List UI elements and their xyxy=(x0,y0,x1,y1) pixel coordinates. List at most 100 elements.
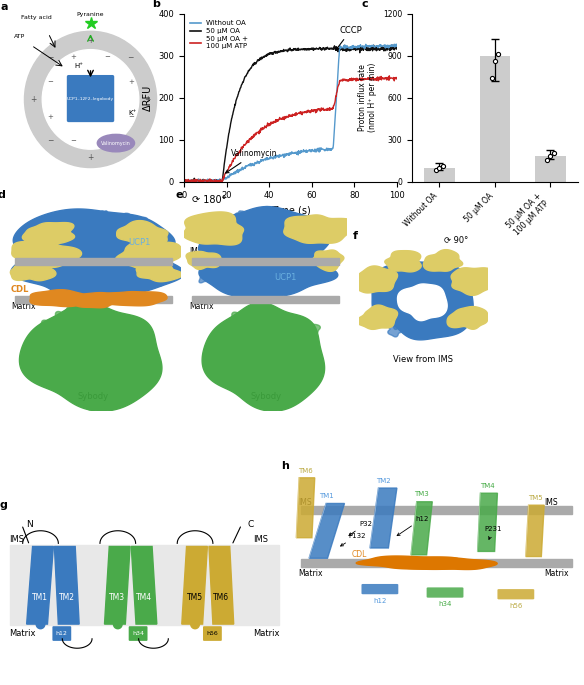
Text: ⟳ 180°: ⟳ 180° xyxy=(192,195,227,205)
Polygon shape xyxy=(48,258,55,262)
Polygon shape xyxy=(280,255,284,258)
Polygon shape xyxy=(222,369,234,380)
50 μM OA +
100 μM ATP xyxy=(235,149,242,157)
Without OA xyxy=(277,151,284,160)
Without OA xyxy=(323,144,330,152)
Text: ⟳ 90°: ⟳ 90° xyxy=(444,236,468,245)
FancyBboxPatch shape xyxy=(361,584,398,594)
Text: f: f xyxy=(353,231,358,241)
Text: TM1: TM1 xyxy=(319,493,334,499)
Polygon shape xyxy=(54,547,79,624)
Text: IMS: IMS xyxy=(9,534,24,544)
Polygon shape xyxy=(304,351,313,360)
Polygon shape xyxy=(478,493,498,551)
Polygon shape xyxy=(22,223,75,245)
Text: C: C xyxy=(248,520,254,529)
Text: IMS: IMS xyxy=(253,534,269,544)
Polygon shape xyxy=(212,242,221,249)
Text: Matrix: Matrix xyxy=(9,630,35,638)
Without OA xyxy=(394,40,401,48)
Text: Fatty acid: Fatty acid xyxy=(21,15,52,20)
Polygon shape xyxy=(199,248,338,298)
50 μM OA xyxy=(235,88,242,96)
Polygon shape xyxy=(131,547,157,624)
Text: e: e xyxy=(176,190,183,200)
Polygon shape xyxy=(317,279,322,283)
Polygon shape xyxy=(12,240,82,268)
Polygon shape xyxy=(39,249,47,254)
Legend: Without OA, 50 μM OA, 50 μM OA +
100 μM ATP: Without OA, 50 μM OA, 50 μM OA + 100 μM … xyxy=(187,17,251,52)
Polygon shape xyxy=(47,379,54,386)
Polygon shape xyxy=(239,287,243,289)
Text: UCP1–12F2–legobody: UCP1–12F2–legobody xyxy=(67,97,114,101)
Bar xyxy=(301,559,572,567)
Text: Matrix: Matrix xyxy=(253,630,280,638)
Polygon shape xyxy=(105,547,130,624)
Polygon shape xyxy=(230,377,242,389)
Polygon shape xyxy=(132,255,147,263)
Polygon shape xyxy=(60,214,71,223)
Polygon shape xyxy=(119,213,132,222)
Polygon shape xyxy=(298,254,301,256)
Polygon shape xyxy=(29,262,37,266)
Polygon shape xyxy=(19,303,162,411)
Polygon shape xyxy=(11,264,56,281)
Text: −: − xyxy=(105,55,110,60)
Polygon shape xyxy=(11,249,185,297)
Text: a: a xyxy=(1,2,8,12)
Text: Matrix: Matrix xyxy=(11,302,36,311)
X-axis label: Time (s): Time (s) xyxy=(270,206,311,216)
Text: CCCP: CCCP xyxy=(336,25,362,51)
Polygon shape xyxy=(376,289,382,295)
Polygon shape xyxy=(105,250,112,254)
Polygon shape xyxy=(157,273,168,280)
Text: +: + xyxy=(47,114,53,120)
Text: TM3: TM3 xyxy=(414,491,429,497)
Bar xyxy=(479,55,510,182)
Polygon shape xyxy=(265,392,284,408)
Polygon shape xyxy=(32,228,37,232)
Polygon shape xyxy=(223,372,234,383)
Polygon shape xyxy=(223,372,234,383)
Polygon shape xyxy=(232,312,249,327)
Polygon shape xyxy=(121,290,127,295)
Polygon shape xyxy=(302,323,320,334)
Polygon shape xyxy=(136,262,183,282)
Text: K⁺: K⁺ xyxy=(128,110,137,116)
Text: +: + xyxy=(88,153,93,162)
Text: IMS: IMS xyxy=(298,498,311,507)
Polygon shape xyxy=(288,255,294,260)
Polygon shape xyxy=(454,290,466,300)
Polygon shape xyxy=(127,362,154,377)
Polygon shape xyxy=(450,310,464,320)
Polygon shape xyxy=(140,258,145,262)
Polygon shape xyxy=(62,251,72,258)
Polygon shape xyxy=(69,292,127,308)
Polygon shape xyxy=(401,558,497,569)
Without OA xyxy=(181,177,188,186)
Polygon shape xyxy=(79,288,90,295)
50 μM OA xyxy=(277,48,284,56)
Text: TM6: TM6 xyxy=(298,467,313,473)
Polygon shape xyxy=(398,284,447,321)
Bar xyxy=(424,168,455,182)
Polygon shape xyxy=(137,288,143,293)
Polygon shape xyxy=(447,307,488,329)
Bar xyxy=(301,506,572,514)
Text: TM5: TM5 xyxy=(186,593,203,602)
Polygon shape xyxy=(356,305,398,329)
Text: ATP: ATP xyxy=(14,34,25,39)
Polygon shape xyxy=(51,378,67,388)
Polygon shape xyxy=(13,209,175,276)
Polygon shape xyxy=(223,372,234,383)
Polygon shape xyxy=(214,227,225,236)
Polygon shape xyxy=(247,258,253,262)
Polygon shape xyxy=(137,243,151,253)
Polygon shape xyxy=(311,237,321,246)
Polygon shape xyxy=(423,249,463,271)
Polygon shape xyxy=(265,393,285,407)
Text: −: − xyxy=(47,136,54,145)
Ellipse shape xyxy=(98,134,134,152)
Polygon shape xyxy=(224,215,228,219)
Bar xyxy=(535,155,566,182)
